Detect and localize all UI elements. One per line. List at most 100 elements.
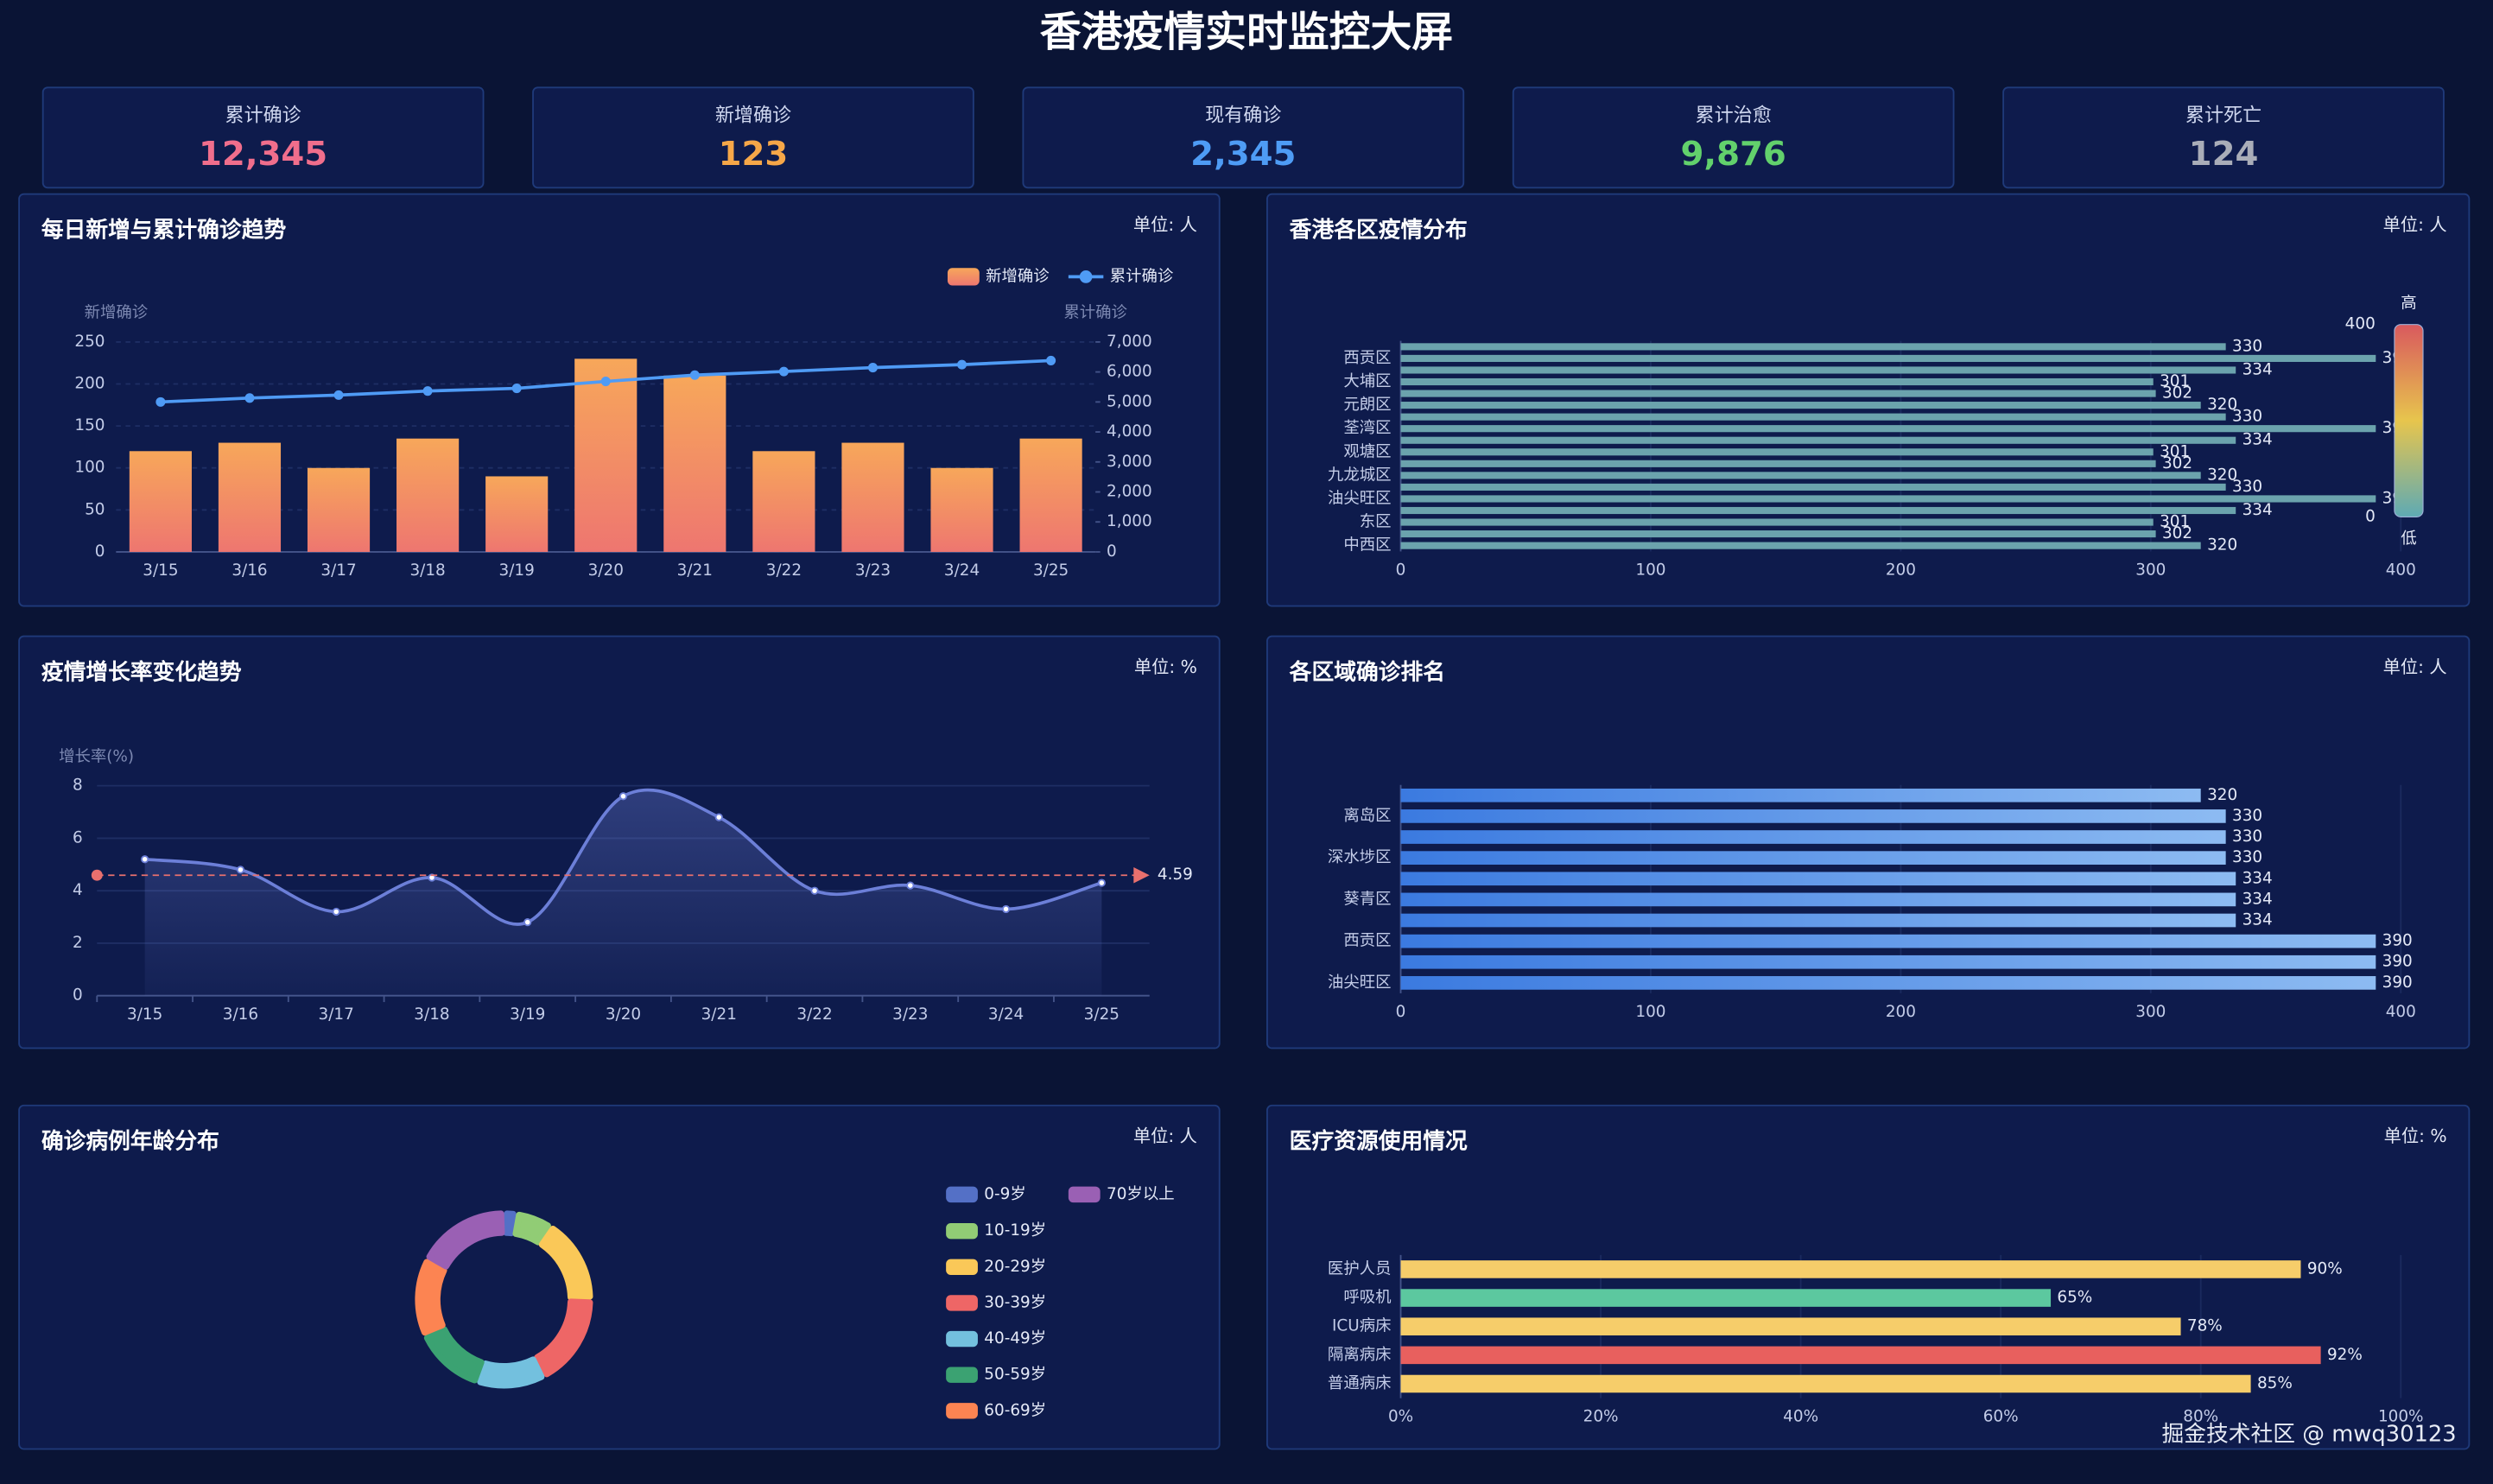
bar xyxy=(1400,542,2201,549)
bar xyxy=(930,467,993,552)
value-label: 330 xyxy=(2232,807,2262,825)
chart-unit: 单位: % xyxy=(1134,656,1197,677)
visual-map-low: 低 xyxy=(2401,530,2416,548)
legend-label: 70岁以上 xyxy=(1107,1185,1175,1203)
y-tick-label: 西贡区 xyxy=(1343,349,1391,367)
y-tick-label: 大埔区 xyxy=(1343,372,1391,390)
value-label: 334 xyxy=(2242,911,2273,929)
y2-tick-label: 5,000 xyxy=(1107,392,1152,410)
y-axis-name: 增长率(%) xyxy=(59,747,134,765)
chart-unit: 单位: % xyxy=(2384,1126,2447,1146)
visual-map-max: 400 xyxy=(2345,315,2376,333)
y-tick-label: 200 xyxy=(74,375,105,393)
mark-line-start xyxy=(91,869,103,881)
kpi-card xyxy=(41,86,485,189)
y-tick-label: 8 xyxy=(73,777,83,795)
line-point xyxy=(155,396,166,407)
pie-slice xyxy=(534,1298,593,1378)
value-label: 90% xyxy=(2307,1259,2343,1278)
pie-slice xyxy=(538,1225,593,1301)
x-tick-label: 3/21 xyxy=(701,1005,737,1024)
legend-swatch xyxy=(946,1367,978,1383)
mark-line-arrow xyxy=(1133,867,1150,884)
x-tick-label: 40% xyxy=(1783,1408,1818,1426)
x-tick-label: 100 xyxy=(1635,561,1665,579)
legend-label: 0-9岁 xyxy=(984,1185,1025,1203)
line-point xyxy=(600,377,611,387)
line-point xyxy=(244,393,255,403)
y-tick-label: 0 xyxy=(95,542,105,561)
y-tick-label: 离岛区 xyxy=(1343,807,1391,825)
y-tick-label: 隔离病床 xyxy=(1328,1346,1392,1364)
value-label: 78% xyxy=(2187,1317,2223,1335)
line-point xyxy=(867,363,878,373)
y-tick-label: 6 xyxy=(73,828,83,847)
y-tick-label: 250 xyxy=(74,333,105,351)
bar xyxy=(752,451,815,552)
x-tick-label: 3/15 xyxy=(143,561,178,580)
bar xyxy=(1400,530,2156,538)
bar xyxy=(1400,390,2156,397)
bar xyxy=(1400,483,2226,491)
chart-unit: 单位: 人 xyxy=(1133,1126,1197,1146)
bar xyxy=(1400,448,2154,456)
legend-swatch xyxy=(946,1403,978,1419)
chart-title: 香港各区疫情分布 xyxy=(1290,216,1468,243)
bar xyxy=(1400,913,2236,928)
y-tick-label: ICU病床 xyxy=(1332,1317,1392,1335)
visual-map xyxy=(2394,324,2424,517)
value-label: 302 xyxy=(2162,524,2192,542)
line-point xyxy=(689,370,700,380)
line-point xyxy=(1046,355,1056,365)
bar xyxy=(841,442,904,552)
x-tick-label: 3/15 xyxy=(127,1005,162,1024)
line-point xyxy=(906,881,915,890)
legend-label: 10-19岁 xyxy=(984,1221,1046,1240)
y2-tick-label: 3,000 xyxy=(1107,453,1152,471)
kpi-value: 124 xyxy=(2189,135,2259,174)
legend-swatch xyxy=(946,1330,978,1348)
y-tick-label: 中西区 xyxy=(1343,536,1391,555)
panel xyxy=(18,1104,1221,1450)
bar xyxy=(1400,934,2376,948)
kpi-value: 123 xyxy=(719,135,789,174)
chart-title: 疫情增长率变化趋势 xyxy=(41,658,242,685)
bar xyxy=(1400,1260,2301,1278)
pie-slice xyxy=(503,1210,517,1237)
kpi-label: 累计死亡 xyxy=(2185,104,2261,126)
line-point xyxy=(1097,878,1106,887)
bar xyxy=(485,476,549,552)
value-label: 302 xyxy=(2162,384,2192,403)
x-tick-label: 3/20 xyxy=(606,1005,641,1024)
pie-slice xyxy=(512,1211,551,1246)
value-label: 302 xyxy=(2162,454,2192,472)
y-tick-label: 西贡区 xyxy=(1343,932,1391,950)
y-tick-label: 2 xyxy=(73,934,83,952)
value-label: 330 xyxy=(2232,848,2262,866)
legend-swatch xyxy=(946,1186,978,1203)
bar xyxy=(1400,1317,2181,1335)
bar xyxy=(1400,402,2201,409)
x-tick-label: 3/25 xyxy=(1084,1005,1120,1024)
visual-map-min: 0 xyxy=(2365,507,2376,525)
value-label: 334 xyxy=(2242,501,2273,519)
line-point xyxy=(714,813,723,821)
x-tick-label: 3/22 xyxy=(796,1005,832,1024)
y-tick-label: 观塘区 xyxy=(1343,442,1391,460)
y-tick-label: 普通病床 xyxy=(1328,1374,1392,1392)
x-tick-label: 0% xyxy=(1388,1408,1413,1426)
legend-label: 累计确诊 xyxy=(1110,267,1174,285)
line-point xyxy=(422,386,433,396)
x-tick-label: 3/19 xyxy=(510,1005,545,1024)
line-point xyxy=(511,384,522,394)
value-label: 301 xyxy=(2160,372,2190,390)
line-point xyxy=(1001,904,1011,914)
x-tick-label: 3/20 xyxy=(588,561,624,580)
y-tick-label: 4 xyxy=(73,881,83,899)
x-tick-label: 200 xyxy=(1886,561,1916,579)
value-label: 301 xyxy=(2160,513,2190,531)
line-point xyxy=(778,366,789,377)
legend-label: 50-59岁 xyxy=(984,1366,1046,1384)
bar xyxy=(1400,851,2226,865)
value-label: 330 xyxy=(2232,337,2262,355)
